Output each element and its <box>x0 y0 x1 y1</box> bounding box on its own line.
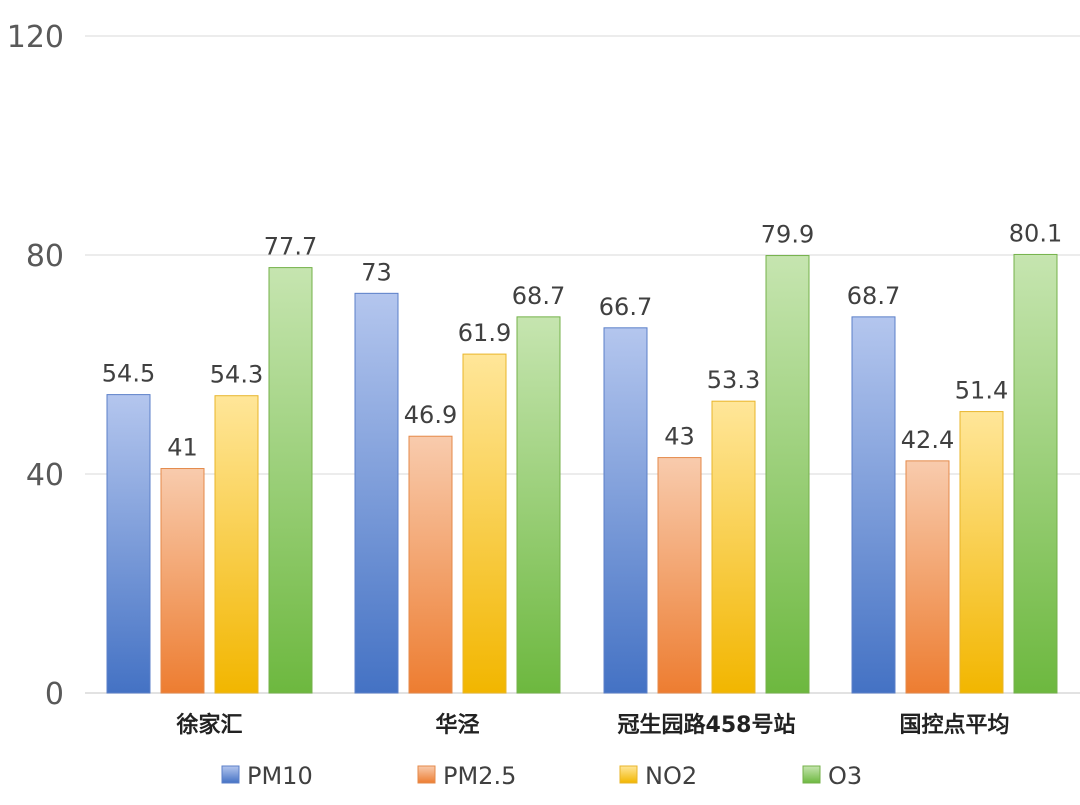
data-label: 46.9 <box>404 401 457 429</box>
data-label: 42.4 <box>901 426 954 454</box>
x-category-label: 冠生园路458号站 <box>618 712 796 738</box>
bar-pm25-0 <box>160 468 205 694</box>
data-label: 43 <box>664 423 695 451</box>
legend-label: PM10 <box>247 762 313 790</box>
bar-o3-3 <box>1013 253 1058 694</box>
legend-swatch <box>221 765 240 784</box>
data-label: 41 <box>167 434 198 462</box>
data-label: 79.9 <box>761 221 814 249</box>
data-label: 53.3 <box>707 366 760 394</box>
y-tick-label: 40 <box>26 458 64 493</box>
bar-pm25-2 <box>657 457 702 694</box>
bar-pm10-1 <box>354 292 399 694</box>
bar-pm25-1 <box>408 435 453 694</box>
data-label: 66.7 <box>599 293 652 321</box>
bar-pm25-3 <box>905 460 950 694</box>
bar-no2-3 <box>959 411 1004 694</box>
data-label: 68.7 <box>512 282 565 310</box>
legend-label: NO2 <box>645 762 697 790</box>
legend-swatch <box>417 765 436 784</box>
data-label: 54.5 <box>102 360 155 388</box>
bar-pm10-2 <box>603 327 648 694</box>
bar-no2-1 <box>462 353 507 694</box>
x-category-label: 徐家汇 <box>175 712 242 738</box>
data-label: 61.9 <box>458 319 511 347</box>
bar-pm10-3 <box>851 316 896 694</box>
y-tick-label: 0 <box>45 677 64 712</box>
y-tick-label: 120 <box>7 20 64 55</box>
data-label: 54.3 <box>210 361 263 389</box>
bar-o3-2 <box>765 255 810 694</box>
bar-no2-0 <box>214 395 259 694</box>
bar-o3-1 <box>516 316 561 694</box>
legend-label: O3 <box>828 762 862 790</box>
data-label: 80.1 <box>1009 219 1062 247</box>
data-label: 77.7 <box>264 233 317 261</box>
bar-pm10-0 <box>106 394 151 694</box>
x-category-label: 华泾 <box>435 712 479 738</box>
x-category-label: 国控点平均 <box>899 712 1009 738</box>
bar-no2-2 <box>711 400 756 694</box>
data-label: 68.7 <box>847 282 900 310</box>
legend-swatch <box>619 765 638 784</box>
data-label: 73 <box>361 258 392 286</box>
legend-label: PM2.5 <box>443 762 516 790</box>
legend-swatch <box>802 765 821 784</box>
data-label: 51.4 <box>955 377 1008 405</box>
y-tick-label: 80 <box>26 239 64 274</box>
bar-o3-0 <box>268 267 313 694</box>
